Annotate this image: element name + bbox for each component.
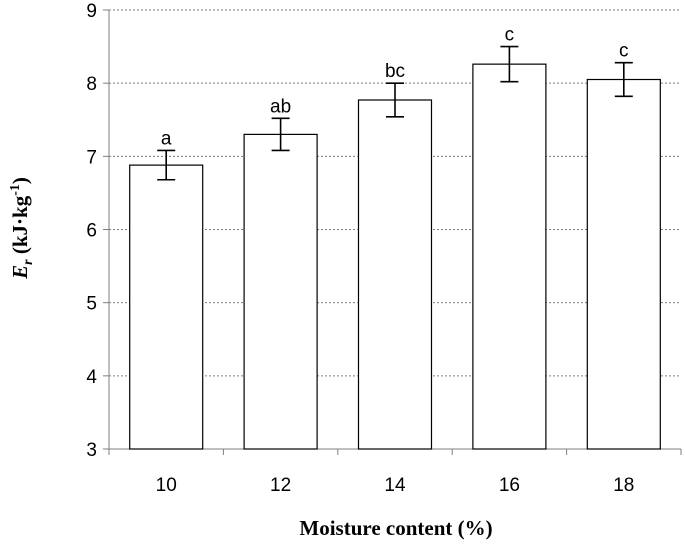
y-axis-unit: (kJ·kg (8, 195, 32, 259)
y-tick-label: 7 (86, 147, 97, 168)
x-axis-title: Moisture content (%) (299, 516, 492, 540)
bar-18 (586, 78, 661, 450)
y-tick-label: 8 (86, 74, 97, 95)
x-tick-labels: 10 12 14 16 18 (156, 475, 635, 496)
y-tick-label: 3 (86, 440, 97, 461)
significance-label-16: c (505, 25, 515, 46)
y-tick-label: 9 (86, 1, 97, 22)
y-axis-subscript: r (21, 259, 36, 265)
x-tick-label-18: 18 (613, 475, 634, 496)
y-tick-labels: 3 4 5 6 7 8 9 (86, 1, 97, 461)
x-tick-label-14: 14 (384, 475, 406, 496)
y-axis-close: ) (8, 177, 32, 184)
bars (129, 63, 661, 450)
bar-12 (243, 133, 318, 450)
error-bars (157, 45, 633, 181)
significance-labels: a ab bc c c (161, 25, 629, 150)
y-axis-title: Er (kJ·kg-1) (8, 177, 36, 280)
significance-label-14: bc (385, 61, 405, 82)
y-tick-label: 4 (86, 367, 97, 388)
significance-label-10: a (161, 128, 172, 149)
x-tick-label-10: 10 (156, 475, 177, 496)
significance-label-18: c (619, 41, 629, 62)
y-tick-label: 5 (86, 294, 97, 315)
y-axis-symbol: E (8, 265, 32, 280)
bar-16 (472, 63, 547, 450)
bar-14 (357, 99, 433, 450)
y-tick-label: 6 (86, 221, 97, 242)
x-tick-label-12: 12 (270, 475, 291, 496)
significance-label-12: ab (270, 96, 291, 117)
x-tick-label-16: 16 (499, 475, 520, 496)
bar-10 (129, 164, 204, 450)
y-axis-superscript: -1 (8, 184, 23, 196)
